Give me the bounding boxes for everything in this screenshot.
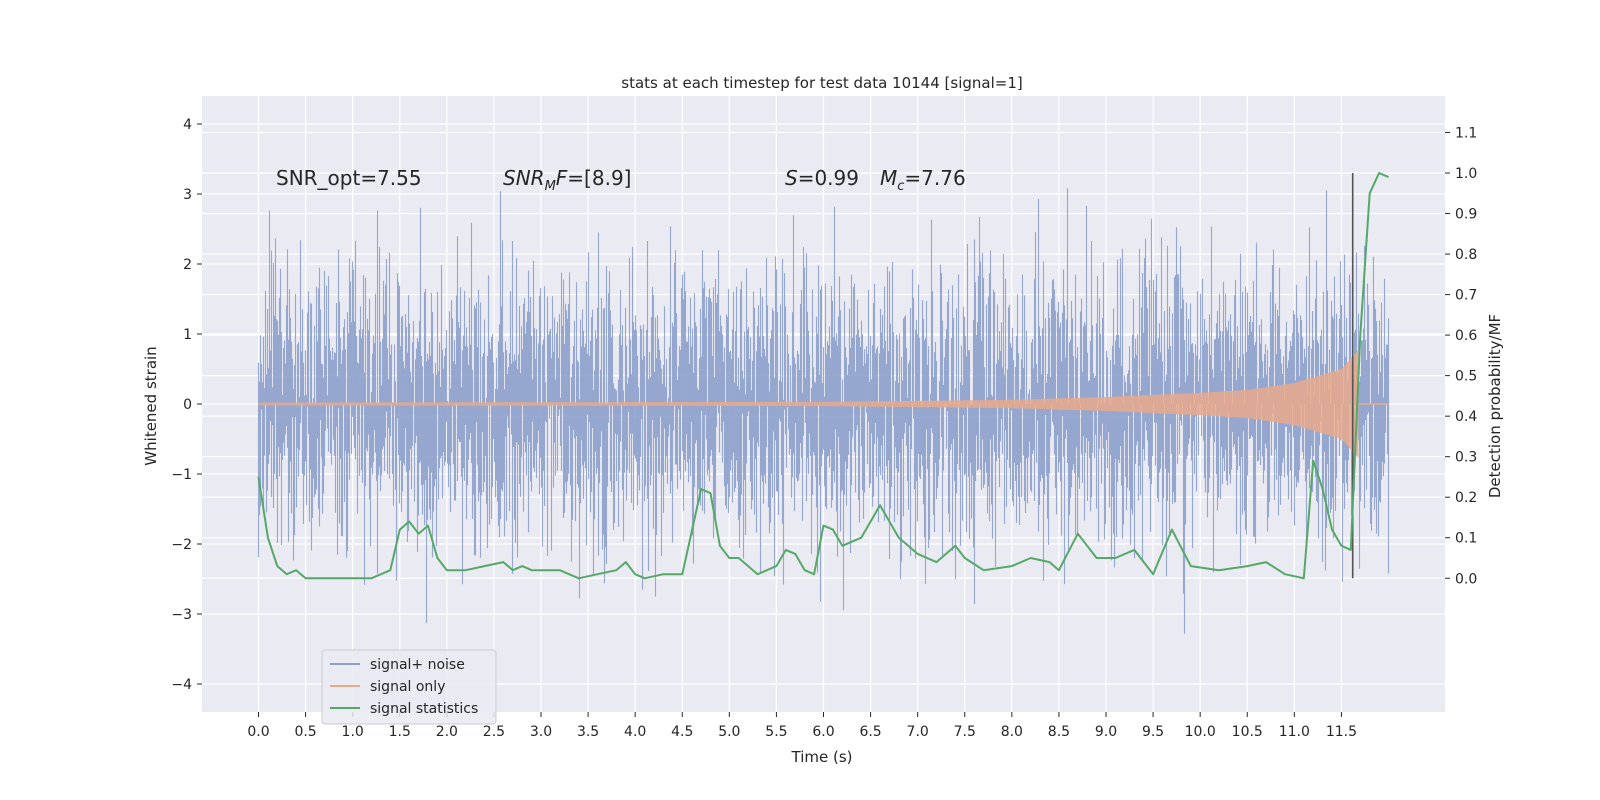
x-tick-label: 9.0 [1095,724,1117,740]
x-tick-label: 5.5 [765,724,787,740]
mchirp-annotation: Mc=7.76 [880,166,966,194]
legend-label-stats: signal statistics [370,701,478,717]
x-tick-label: 6.5 [859,724,881,740]
x-tick-label: 1.0 [342,724,364,740]
x-tick-label: 2.5 [483,724,505,740]
legend-box [321,649,497,725]
legend-label-signal: signal only [370,679,445,695]
series-signal-only [258,350,1389,458]
y-right-axis-ticks: 1.1 1.0 0.9 0.8 0.7 0.6 0.5 0.4 0.3 0.2 0.1 0.0 [1445,125,1477,587]
x-tick-label: 6.0 [812,724,834,740]
y-left-axis-ticks: 4 3 2 1 0 −1 −2 −3 −4 [171,117,202,693]
y-left-axis-label: Whitened strain [142,346,160,465]
x-tick-label: 3.5 [577,724,599,740]
y-right-tick-label: 0.4 [1455,409,1477,425]
y-right-tick-label: 0.3 [1455,450,1477,466]
signal-envelope [258,350,1359,458]
x-axis-label: Time (s) [791,748,853,766]
y-right-tick-label: 1.1 [1455,125,1477,141]
x-tick-label: 10.0 [1185,724,1216,740]
x-tick-label: 7.0 [907,724,929,740]
stat-value: =0.99 [798,166,859,190]
x-tick-label: 9.5 [1142,724,1164,740]
x-tick-label: 4.5 [671,724,693,740]
x-tick-label: 10.5 [1232,724,1263,740]
legend: signal+ noise signal only signal statist… [321,649,497,725]
y-left-tick-label: −3 [171,607,192,623]
series-signal-statistics [257,172,1389,580]
snr-mf-value: =[8.9] [567,166,631,190]
x-tick-label: 11.5 [1326,724,1357,740]
x-tick-label: 0.0 [247,724,269,740]
series-signal-plus-noise [257,188,1390,634]
y-left-tick-label: 4 [183,117,192,133]
y-right-tick-label: 1.0 [1455,166,1477,182]
statistics-line [257,172,1389,580]
y-left-tick-label: 0 [183,397,192,413]
snr-opt-annotation: SNR_opt=7.55 [276,166,422,190]
y-left-tick-label: 1 [183,327,192,343]
snr-mf-annotation: SNRMF=[8.9] [503,166,631,194]
y-right-tick-label: 0.1 [1455,531,1477,547]
x-tick-label: 3.0 [530,724,552,740]
y-right-axis-label: Detection probability/MF [1486,314,1504,498]
x-axis-ticks: 0.0 0.5 1.0 1.5 2.0 2.5 3.0 3.5 4.0 4.5 5.0 5.5 6.0 6… [247,712,1357,740]
x-tick-label: 7.5 [954,724,976,740]
y-left-tick-label: −4 [171,677,192,693]
y-left-tick-label: −1 [171,467,192,483]
x-tick-label: 11.0 [1279,724,1310,740]
x-tick-label: 8.5 [1048,724,1070,740]
x-tick-label: 4.0 [624,724,646,740]
y-right-tick-label: 0.8 [1455,247,1477,263]
y-right-tick-label: 0.2 [1455,490,1477,506]
y-right-tick-label: 0.5 [1455,369,1477,385]
legend-label-noise: signal+ noise [370,657,465,673]
y-left-tick-label: 2 [183,257,192,273]
y-right-tick-label: 0.0 [1455,571,1477,587]
x-tick-label: 0.5 [294,724,316,740]
y-left-tick-label: −2 [171,537,192,553]
x-tick-label: 8.0 [1001,724,1023,740]
noise-trace [257,188,1390,634]
stat-annotation: S=0.99 [785,166,859,190]
y-right-tick-label: 0.9 [1455,207,1477,223]
chart-title: stats at each timestep for test data 101… [621,74,1022,92]
y-left-tick-label: 3 [183,187,192,203]
x-tick-label: 2.0 [436,724,458,740]
y-right-tick-label: 0.6 [1455,328,1477,344]
x-tick-label: 5.0 [718,724,740,740]
y-right-tick-label: 0.7 [1455,288,1477,304]
x-tick-label: 1.5 [389,724,411,740]
mchirp-value: =7.76 [904,166,965,190]
